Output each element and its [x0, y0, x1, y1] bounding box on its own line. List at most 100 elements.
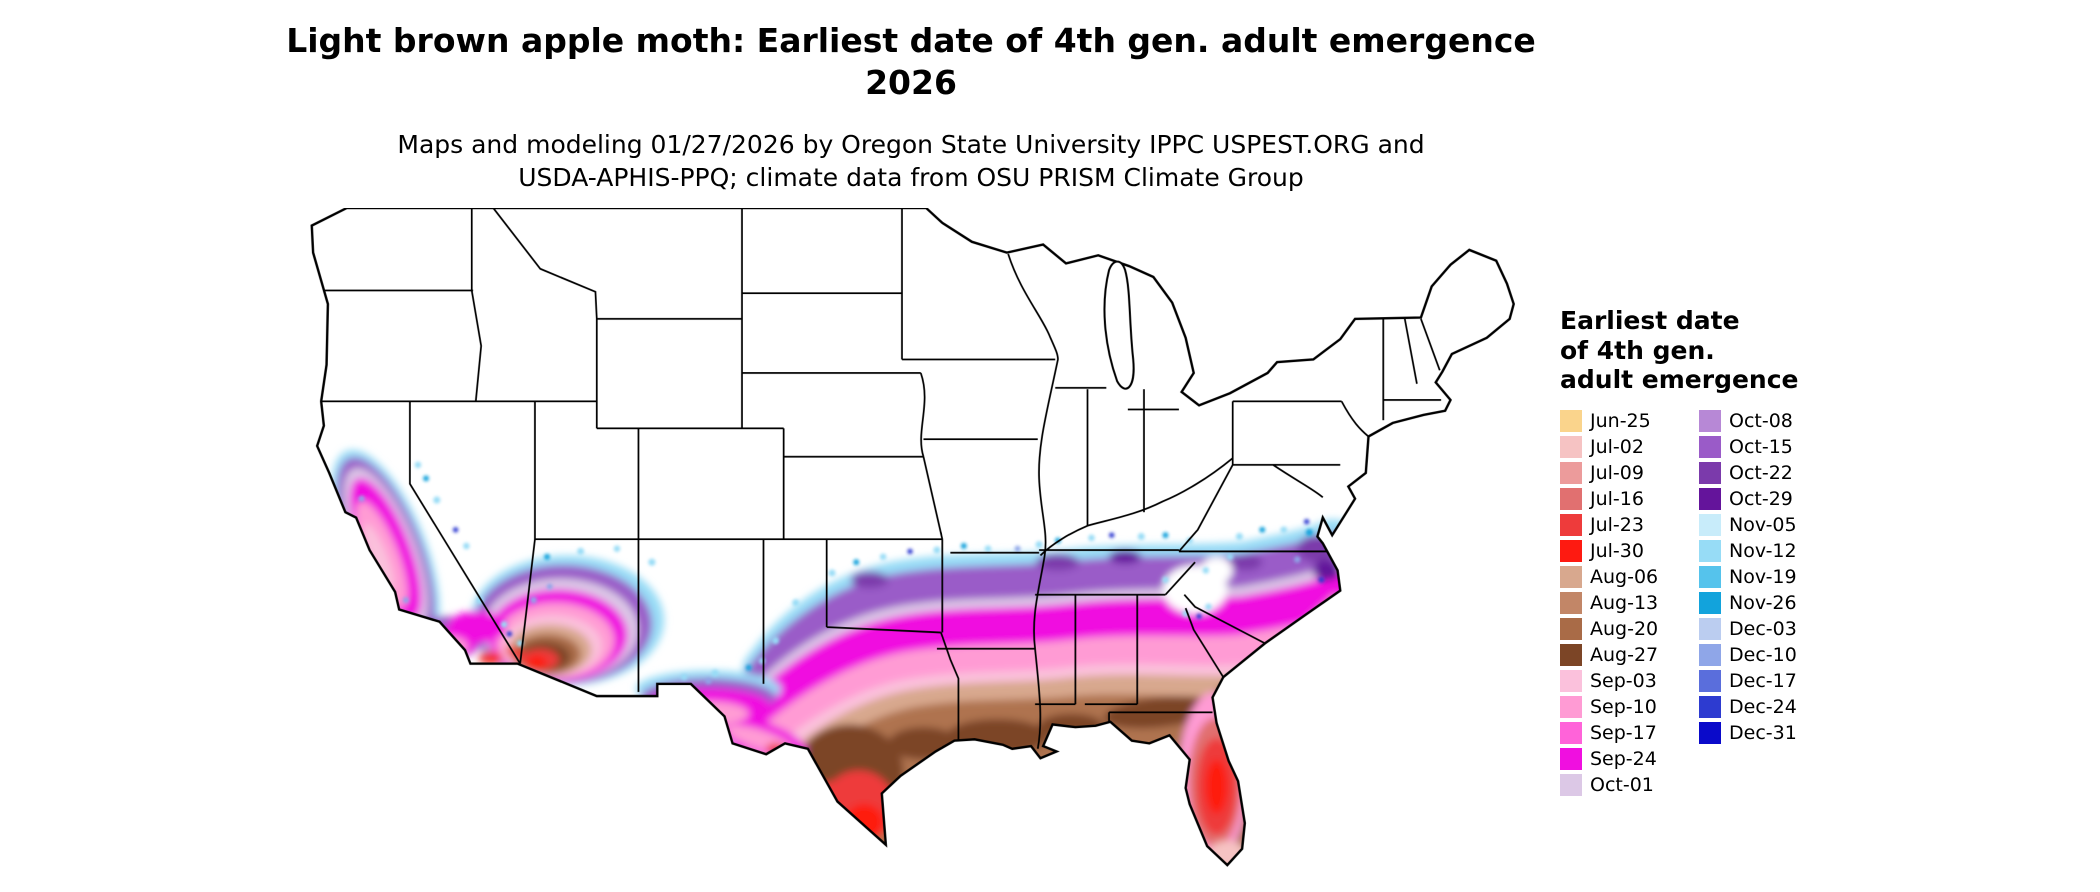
legend-item: Sep-24	[1560, 746, 1699, 772]
legend-item: Jul-02	[1560, 434, 1699, 460]
legend-label: Nov-05	[1729, 513, 1797, 536]
legend-label: Aug-27	[1590, 643, 1659, 666]
legend-swatch	[1560, 747, 1582, 770]
legend-swatch	[1560, 461, 1582, 484]
legend-swatch	[1699, 409, 1721, 432]
legend-item: Sep-03	[1560, 668, 1699, 694]
legend-label: Nov-19	[1729, 565, 1797, 588]
legend-item: Nov-05	[1699, 512, 1838, 538]
state-borders	[321, 208, 1442, 749]
legend-label: Sep-24	[1590, 747, 1657, 770]
legend-swatch	[1699, 565, 1721, 588]
legend-item: Dec-17	[1699, 668, 1838, 694]
legend-item: Dec-31	[1699, 720, 1838, 746]
legend-item: Oct-01	[1560, 772, 1699, 798]
legend-label: Jul-16	[1590, 487, 1644, 510]
legend-item: Jun-25	[1560, 408, 1699, 434]
legend-swatch	[1560, 487, 1582, 510]
legend-swatch	[1560, 643, 1582, 666]
legend-swatch	[1560, 409, 1582, 432]
legend-title-line2: of 4th gen.	[1560, 335, 1715, 365]
legend-item: Oct-08	[1699, 408, 1838, 434]
legend-title: Earliest date of 4th gen. adult emergenc…	[1560, 306, 1900, 395]
legend-swatch	[1560, 669, 1582, 692]
legend-label: Nov-26	[1729, 591, 1797, 614]
legend-item: Jul-23	[1560, 512, 1699, 538]
legend-swatch	[1560, 721, 1582, 744]
legend-label: Dec-17	[1729, 669, 1797, 692]
legend-item: Dec-24	[1699, 694, 1838, 720]
legend-label: Aug-13	[1590, 591, 1659, 614]
legend-item: Jul-30	[1560, 538, 1699, 564]
legend-swatch	[1699, 591, 1721, 614]
legend-item: Jul-09	[1560, 460, 1699, 486]
legend-item: Dec-10	[1699, 642, 1838, 668]
legend-swatch	[1699, 539, 1721, 562]
legend-label: Sep-17	[1590, 721, 1657, 744]
legend-item: Sep-10	[1560, 694, 1699, 720]
legend-swatch	[1699, 487, 1721, 510]
map-title-line1: Light brown apple moth: Earliest date of…	[286, 21, 1536, 60]
legend-swatch	[1699, 695, 1721, 718]
lake-michigan	[1103, 260, 1135, 390]
legend-label: Aug-20	[1590, 617, 1659, 640]
legend-title-line3: adult emergence	[1560, 365, 1799, 394]
legend-label: Jul-30	[1590, 539, 1644, 562]
legend-swatch	[1699, 617, 1721, 640]
map-subtitle-line2: USDA-APHIS-PPQ; climate data from OSU PR…	[518, 163, 1304, 193]
legend-item: Aug-13	[1560, 590, 1699, 616]
legend-item: Dec-03	[1699, 616, 1838, 642]
legend-label: Dec-03	[1729, 617, 1797, 640]
legend-item: Aug-06	[1560, 564, 1699, 590]
legend-label: Oct-29	[1729, 487, 1793, 510]
legend-label: Aug-06	[1590, 565, 1659, 588]
legend-item: Aug-27	[1560, 642, 1699, 668]
us-map	[305, 208, 1515, 884]
legend-swatch	[1699, 461, 1721, 484]
legend-swatch	[1560, 617, 1582, 640]
legend-label: Sep-03	[1590, 669, 1657, 692]
legend-swatch	[1560, 539, 1582, 562]
map-subtitle-line1: Maps and modeling 01/27/2026 by Oregon S…	[397, 130, 1425, 160]
legend-swatch	[1560, 435, 1582, 458]
legend-item: Sep-17	[1560, 720, 1699, 746]
legend-item: Jul-16	[1560, 486, 1699, 512]
legend-swatch	[1560, 773, 1582, 796]
legend-label: Nov-12	[1729, 539, 1797, 562]
legend-swatch	[1699, 721, 1721, 744]
legend-item: Oct-22	[1699, 460, 1838, 486]
legend-swatch	[1699, 513, 1721, 536]
legend-title-line1: Earliest date	[1560, 306, 1740, 335]
us-map-svg	[310, 208, 1515, 867]
legend-item: Aug-20	[1560, 616, 1699, 642]
legend-item: Oct-15	[1699, 434, 1838, 460]
legend-swatch	[1699, 435, 1721, 458]
legend-label: Jul-23	[1590, 513, 1644, 536]
legend-label: Dec-24	[1729, 695, 1797, 718]
legend-label: Dec-10	[1729, 643, 1797, 666]
map-title: Light brown apple moth: Earliest date of…	[0, 20, 1822, 104]
legend-swatch	[1560, 695, 1582, 718]
legend-swatch	[1560, 565, 1582, 588]
legend-label: Oct-22	[1729, 461, 1793, 484]
legend-label: Dec-31	[1729, 721, 1797, 744]
legend-label: Oct-15	[1729, 435, 1793, 458]
legend-item: Nov-26	[1699, 590, 1838, 616]
legend-label: Jun-25	[1590, 409, 1651, 432]
legend-item: Oct-29	[1699, 486, 1838, 512]
legend-swatch	[1699, 643, 1721, 666]
legend-label: Sep-10	[1590, 695, 1657, 718]
legend-swatch	[1560, 591, 1582, 614]
legend-item: Nov-12	[1699, 538, 1838, 564]
map-subtitle: Maps and modeling 01/27/2026 by Oregon S…	[0, 128, 1822, 194]
map-title-line2: 2026	[865, 63, 957, 103]
legend-swatch	[1560, 513, 1582, 536]
legend-label: Oct-01	[1590, 773, 1654, 796]
map-header: Light brown apple moth: Earliest date of…	[0, 20, 1822, 194]
legend-label: Jul-09	[1590, 461, 1644, 484]
legend-column-1: Jun-25 Jul-02 Jul-09 Jul-16 Jul-23 Jul-30 Aug-…	[1560, 408, 1699, 798]
legend-label: Jul-02	[1590, 435, 1644, 458]
legend-label: Oct-08	[1729, 409, 1793, 432]
legend-column-2: Oct-08 Oct-15 Oct-22 Oct-29 Nov-05 Nov-12 Nov-…	[1699, 408, 1838, 798]
